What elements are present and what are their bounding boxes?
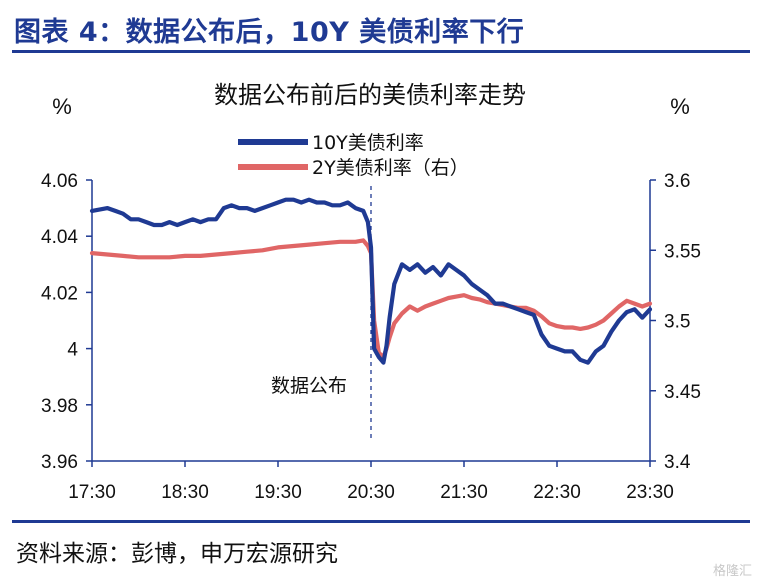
legend-label-2y: 2Y美债利率（右） xyxy=(312,157,469,179)
left-tick-label: 4.02 xyxy=(41,283,78,304)
right-tick-label: 3.5 xyxy=(664,312,690,333)
series-2y-line xyxy=(89,238,653,360)
right-tick-label: 3.4 xyxy=(664,452,691,473)
left-tick-label: 3.96 xyxy=(41,452,78,473)
source-rule xyxy=(12,520,750,523)
chart-title: 数据公布前后的美债利率走势 xyxy=(214,81,526,109)
x-tick-label: 18:30 xyxy=(161,482,209,503)
x-tick-label: 21:30 xyxy=(440,482,488,503)
left-tick-label: 3.98 xyxy=(41,396,78,417)
right-axis-unit: % xyxy=(670,94,690,119)
x-tick-label: 20:30 xyxy=(347,482,395,503)
right-tick-label: 3.6 xyxy=(664,171,690,192)
x-tick-label: 23:30 xyxy=(626,482,674,503)
title-rule xyxy=(12,50,750,53)
x-tick-label: 22:30 xyxy=(533,482,581,503)
watermark-text: 格隆汇 xyxy=(712,564,752,579)
plot-area: 数据公布前后的美债利率走势 % % 10Y美债利率 2Y美债利率（右） 4.06… xyxy=(41,81,701,503)
event-annotation: 数据公布 xyxy=(271,375,347,397)
right-tick-label: 3.55 xyxy=(664,241,701,262)
legend-label-10y: 10Y美债利率 xyxy=(312,132,424,154)
left-tick-label: 4.06 xyxy=(41,171,78,192)
figure-title: 图表 4：数据公布后，10Y 美债利率下行 xyxy=(14,17,525,48)
x-tick-label: 17:30 xyxy=(68,482,116,503)
legend: 10Y美债利率 2Y美债利率（右） xyxy=(238,132,469,179)
series-10y-line xyxy=(89,197,653,365)
x-tick-label: 19:30 xyxy=(254,482,302,503)
source-note: 资料来源：彭博，申万宏源研究 xyxy=(16,541,338,567)
right-tick-label: 3.45 xyxy=(664,382,701,403)
left-tick-label: 4 xyxy=(67,340,78,361)
left-axis-unit: % xyxy=(52,94,72,119)
left-tick-label: 4.04 xyxy=(41,227,78,248)
